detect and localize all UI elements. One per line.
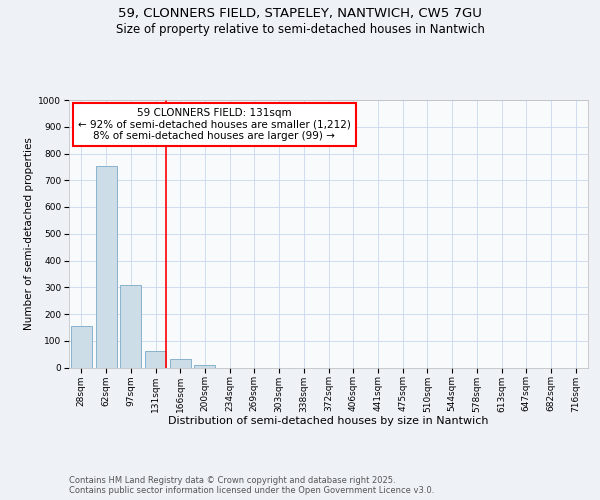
- Bar: [170, 360, 191, 368]
- Text: Contains HM Land Registry data © Crown copyright and database right 2025.
Contai: Contains HM Land Registry data © Crown c…: [69, 476, 434, 495]
- Text: Size of property relative to semi-detached houses in Nantwich: Size of property relative to semi-detach…: [116, 22, 484, 36]
- X-axis label: Distribution of semi-detached houses by size in Nantwich: Distribution of semi-detached houses by …: [168, 416, 489, 426]
- Bar: [95, 166, 116, 368]
- Text: 59, CLONNERS FIELD, STAPELEY, NANTWICH, CW5 7GU: 59, CLONNERS FIELD, STAPELEY, NANTWICH, …: [118, 8, 482, 20]
- Bar: [145, 351, 166, 368]
- Bar: [71, 326, 92, 368]
- Text: 59 CLONNERS FIELD: 131sqm
← 92% of semi-detached houses are smaller (1,212)
8% o: 59 CLONNERS FIELD: 131sqm ← 92% of semi-…: [78, 108, 351, 141]
- Y-axis label: Number of semi-detached properties: Number of semi-detached properties: [24, 138, 34, 330]
- Bar: [120, 284, 141, 368]
- Bar: [194, 366, 215, 368]
